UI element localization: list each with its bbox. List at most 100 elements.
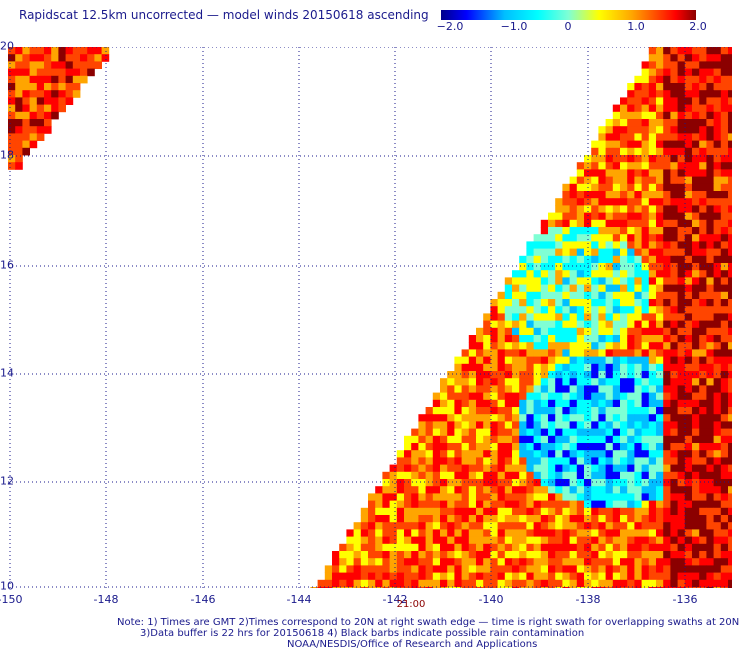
heatmap-cell: [648, 169, 657, 177]
heatmap-cell: [591, 435, 599, 444]
heatmap-cell: [648, 529, 657, 537]
heatmap-cell: [684, 183, 693, 192]
heatmap-cell: [411, 486, 419, 494]
heatmap-cell: [648, 335, 657, 343]
heatmap-cell: [620, 342, 628, 350]
heatmap-cell: [612, 219, 621, 228]
heatmap-cell: [598, 407, 606, 415]
heatmap-cell: [425, 507, 434, 516]
heatmap-cell: [533, 335, 542, 343]
heatmap-cell: [576, 162, 585, 170]
heatmap-cell: [584, 522, 592, 530]
heatmap-cell: [677, 119, 686, 127]
heatmap-cell: [533, 515, 542, 523]
heatmap-cell: [432, 428, 441, 437]
heatmap-cell: [620, 198, 628, 206]
heatmap-cell: [440, 515, 448, 523]
heatmap-cell: [605, 284, 614, 293]
heatmap-cell: [576, 191, 585, 199]
heatmap-cell: [648, 241, 657, 249]
heatmap-cell: [411, 428, 419, 437]
heatmap-cell: [591, 450, 599, 458]
heatmap-cell: [569, 587, 578, 588]
heatmap-cell: [627, 587, 635, 588]
heatmap-cell: [562, 464, 570, 473]
heatmap-cell: [540, 299, 549, 307]
heatmap-cell: [598, 248, 606, 257]
heatmap-cell: [353, 587, 362, 588]
heatmap-cell: [519, 551, 527, 559]
heatmap-cell: [591, 479, 599, 487]
heatmap-cell: [692, 378, 700, 386]
heatmap-cell: [612, 493, 621, 501]
heatmap-cell: [447, 587, 455, 588]
heatmap-cell: [605, 522, 614, 530]
heatmap-cell: [519, 291, 527, 300]
heatmap-cell: [627, 147, 635, 156]
heatmap-cell: [562, 428, 570, 437]
heatmap-cell: [648, 111, 657, 120]
heatmap-cell: [706, 342, 714, 350]
heatmap-cell: [634, 342, 642, 350]
heatmap-cell: [526, 241, 534, 249]
heatmap-cell: [591, 356, 599, 365]
heatmap-cell: [677, 435, 686, 444]
heatmap-cell: [396, 450, 405, 458]
heatmap-cell: [540, 385, 549, 393]
heatmap-cell: [648, 579, 657, 588]
heatmap-cell: [641, 464, 650, 473]
heatmap-cell: [51, 68, 59, 77]
heatmap-cell: [706, 464, 714, 473]
heatmap-cell: [641, 479, 650, 487]
heatmap-cell: [677, 277, 686, 285]
heatmap-cell: [440, 500, 448, 509]
heatmap-cell: [692, 587, 700, 588]
heatmap-cell: [699, 133, 707, 141]
heatmap-cell: [483, 515, 491, 523]
heatmap-cell: [670, 126, 678, 134]
heatmap-cell: [627, 371, 635, 379]
heatmap-cell: [389, 479, 398, 487]
heatmap-cell: [684, 263, 693, 271]
heatmap-cell: [576, 399, 585, 408]
heatmap-cell: [728, 248, 732, 257]
heatmap-cell: [605, 212, 614, 221]
heatmap-cell: [706, 248, 714, 257]
heatmap-cell: [612, 349, 621, 357]
heatmap-cell: [389, 579, 398, 588]
heatmap-cell: [656, 284, 664, 293]
heatmap-cell: [540, 543, 549, 552]
heatmap-cell: [728, 47, 732, 55]
heatmap-cell: [461, 579, 470, 588]
heatmap-cell: [656, 385, 664, 393]
heatmap-cell: [382, 565, 390, 573]
heatmap-cell: [670, 162, 678, 170]
heatmap-cell: [562, 572, 570, 581]
heatmap-cell: [418, 500, 426, 509]
heatmap-cell: [497, 579, 506, 588]
heatmap-cell: [375, 522, 383, 530]
heatmap-cell: [440, 385, 448, 393]
heatmap-cell: [627, 543, 635, 552]
heatmap-cell: [670, 587, 678, 588]
heatmap-cell: [670, 90, 678, 98]
heatmap-cell: [605, 162, 614, 170]
heatmap-cell: [598, 313, 606, 321]
heatmap-cell: [519, 327, 527, 336]
heatmap-cell: [692, 450, 700, 458]
heatmap-cell: [677, 83, 686, 91]
heatmap-cell: [656, 234, 664, 242]
heatmap-cell: [389, 522, 398, 530]
heatmap-cell: [670, 579, 678, 588]
heatmap-cell: [8, 126, 16, 134]
heatmap-cell: [548, 500, 556, 509]
heatmap-cell: [713, 349, 722, 357]
heatmap-cell: [411, 500, 419, 509]
heatmap-cell: [598, 277, 606, 285]
heatmap-cell: [461, 515, 470, 523]
heatmap-cell: [576, 385, 585, 393]
heatmap-cell: [548, 551, 556, 559]
heatmap-cell: [677, 162, 686, 170]
heatmap-cell: [476, 457, 484, 465]
heatmap-cell: [699, 587, 707, 588]
